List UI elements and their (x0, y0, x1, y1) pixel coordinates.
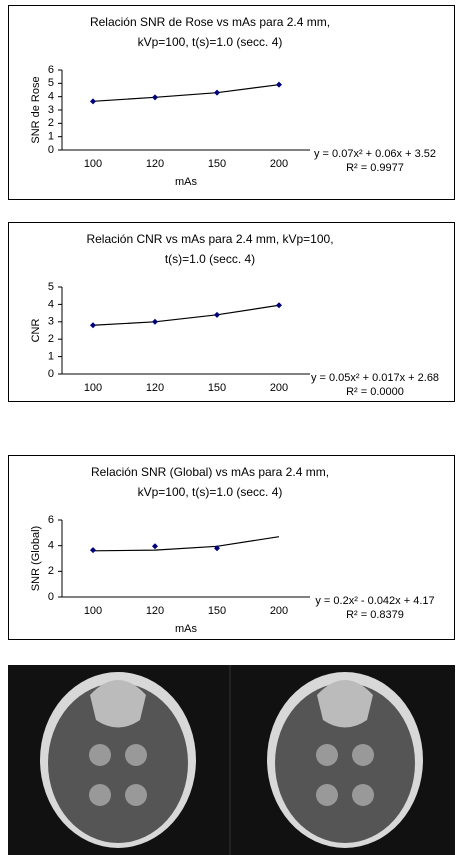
equation: y = 0.2x² - 0.042x + 4.17 (315, 595, 434, 607)
r-squared: R² = 0.9977 (346, 162, 404, 174)
chart-title: Relación CNR vs mAs para 2.4 mm, kVp=100… (86, 232, 333, 246)
x-tick-label: 100 (84, 605, 102, 617)
y-tick-label: 4 (48, 540, 54, 552)
x-tick-label: 150 (208, 605, 226, 617)
point (214, 89, 220, 96)
point (276, 81, 282, 88)
x-tick-label: 120 (146, 382, 164, 394)
equation: y = 0.05x² + 0.017x + 2.68 (311, 372, 439, 384)
point (152, 318, 158, 325)
chart: Relación CNR vs mAs para 2.4 mm, kVp=100… (8, 222, 455, 402)
x-tick-label: 200 (270, 382, 288, 394)
y-tick-label: 3 (48, 104, 54, 116)
r-squared: R² = 0.0000 (346, 386, 404, 398)
y-tick-label: 0 (48, 144, 54, 156)
point (90, 98, 96, 105)
chart-frame (8, 455, 455, 640)
chart-title: kVp=100, t(s)=1.0 (secc. 4) (138, 35, 283, 49)
x-tick-label: 200 (270, 158, 288, 170)
x-axis-label: mAs (175, 400, 198, 402)
series-line (92, 304, 280, 326)
chart: Relación SNR de Rose vs mAs para 2.4 mm,… (8, 5, 455, 200)
y-tick-label: 4 (48, 298, 54, 310)
ct-scan-left (40, 672, 196, 848)
y-axis-label: CNR (30, 319, 42, 343)
point (152, 94, 158, 101)
point (152, 543, 158, 550)
y-axis-label: SNR de Rose (30, 76, 42, 143)
chart-title: Relación SNR (Global) vs mAs para 2.4 mm… (91, 465, 329, 479)
y-axis-label: SNR (Global) (30, 526, 42, 591)
y-tick-label: 0 (48, 368, 54, 380)
point (90, 547, 96, 554)
chart-title: Relación SNR de Rose vs mAs para 2.4 mm, (90, 15, 330, 29)
x-tick-label: 100 (84, 382, 102, 394)
chart-title: t(s)=1.0 (secc. 4) (165, 252, 255, 266)
point (276, 302, 282, 309)
ct-scan-right (267, 672, 423, 848)
y-tick-label: 3 (48, 316, 54, 328)
y-tick-label: 2 (48, 333, 54, 345)
x-axis-label: mAs (175, 176, 198, 188)
point (90, 322, 96, 329)
y-tick-label: 4 (48, 91, 54, 103)
point (214, 311, 220, 318)
y-tick-label: 0 (48, 591, 54, 603)
chart-frame (8, 5, 455, 200)
chart-title: kVp=100, t(s)=1.0 (secc. 4) (138, 485, 283, 499)
x-tick-label: 120 (146, 158, 164, 170)
y-tick-label: 1 (48, 131, 54, 143)
series-line (92, 84, 280, 102)
y-tick-label: 1 (48, 351, 54, 363)
x-tick-label: 100 (84, 158, 102, 170)
point (214, 545, 220, 552)
y-tick-label: 5 (48, 77, 54, 89)
y-tick-label: 2 (48, 117, 54, 129)
chart: Relación SNR (Global) vs mAs para 2.4 mm… (8, 455, 455, 640)
y-tick-label: 6 (48, 514, 54, 526)
ct-image (8, 665, 455, 855)
y-tick-label: 6 (48, 64, 54, 76)
y-tick-label: 5 (48, 281, 54, 293)
x-tick-label: 150 (208, 158, 226, 170)
x-tick-label: 200 (270, 605, 288, 617)
x-axis-label: mAs (175, 623, 198, 635)
r-squared: R² = 0.8379 (346, 609, 404, 621)
y-tick-label: 2 (48, 565, 54, 577)
x-tick-label: 150 (208, 382, 226, 394)
trend-line (92, 536, 280, 552)
equation: y = 0.07x² + 0.06x + 3.52 (314, 148, 436, 160)
x-tick-label: 120 (146, 605, 164, 617)
